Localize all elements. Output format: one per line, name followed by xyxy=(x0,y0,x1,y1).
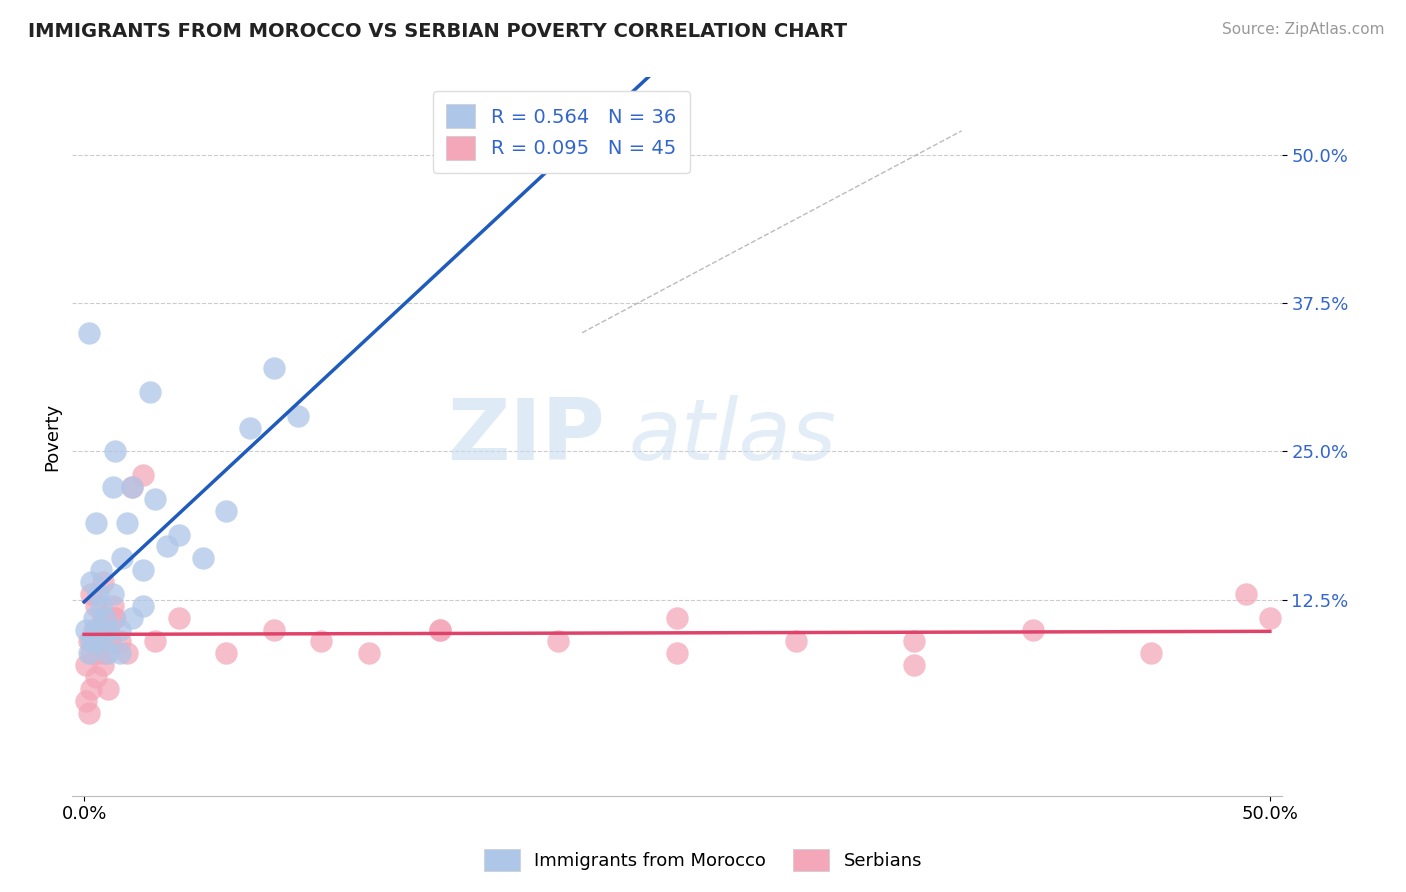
Point xyxy=(91,658,114,673)
Point xyxy=(94,610,117,624)
Point xyxy=(84,670,107,684)
Point xyxy=(80,587,103,601)
Point xyxy=(108,634,131,648)
Point xyxy=(903,658,925,673)
Point xyxy=(108,623,131,637)
Point xyxy=(77,634,100,648)
Point xyxy=(104,610,127,624)
Text: atlas: atlas xyxy=(628,395,837,478)
Point xyxy=(97,623,120,637)
Point xyxy=(111,551,134,566)
Point xyxy=(91,634,114,648)
Legend: Immigrants from Morocco, Serbians: Immigrants from Morocco, Serbians xyxy=(477,842,929,879)
Point xyxy=(191,551,214,566)
Point xyxy=(115,516,138,530)
Y-axis label: Poverty: Poverty xyxy=(44,402,60,471)
Point xyxy=(87,646,110,660)
Point xyxy=(665,610,688,624)
Point xyxy=(143,634,166,648)
Point xyxy=(101,480,124,494)
Point xyxy=(91,575,114,590)
Point xyxy=(903,634,925,648)
Point xyxy=(156,540,179,554)
Point xyxy=(287,409,309,423)
Point xyxy=(1258,610,1281,624)
Point xyxy=(84,599,107,613)
Point xyxy=(80,634,103,648)
Text: Source: ZipAtlas.com: Source: ZipAtlas.com xyxy=(1222,22,1385,37)
Point xyxy=(108,646,131,660)
Point xyxy=(139,385,162,400)
Point xyxy=(77,706,100,720)
Point xyxy=(83,623,105,637)
Point xyxy=(665,646,688,660)
Point xyxy=(80,646,103,660)
Point xyxy=(309,634,332,648)
Point xyxy=(429,623,451,637)
Point xyxy=(91,610,114,624)
Point xyxy=(75,658,97,673)
Point xyxy=(84,623,107,637)
Point xyxy=(97,623,120,637)
Point xyxy=(263,623,285,637)
Point xyxy=(1140,646,1163,660)
Point xyxy=(83,610,105,624)
Point xyxy=(263,361,285,376)
Point xyxy=(101,599,124,613)
Point xyxy=(167,610,190,624)
Point xyxy=(785,634,807,648)
Point xyxy=(90,563,112,577)
Point xyxy=(132,599,155,613)
Point xyxy=(77,326,100,340)
Point xyxy=(94,646,117,660)
Point xyxy=(215,646,238,660)
Point xyxy=(80,575,103,590)
Point xyxy=(104,444,127,458)
Point xyxy=(77,646,100,660)
Point xyxy=(97,681,120,696)
Text: IMMIGRANTS FROM MOROCCO VS SERBIAN POVERTY CORRELATION CHART: IMMIGRANTS FROM MOROCCO VS SERBIAN POVER… xyxy=(28,22,848,41)
Point xyxy=(75,694,97,708)
Point xyxy=(239,420,262,434)
Point xyxy=(121,480,143,494)
Point xyxy=(429,623,451,637)
Legend: R = 0.564   N = 36, R = 0.095   N = 45: R = 0.564 N = 36, R = 0.095 N = 45 xyxy=(433,91,690,173)
Point xyxy=(143,491,166,506)
Text: ZIP: ZIP xyxy=(447,395,605,478)
Point xyxy=(115,646,138,660)
Point xyxy=(83,634,105,648)
Point xyxy=(215,504,238,518)
Point xyxy=(84,634,107,648)
Point xyxy=(80,681,103,696)
Point xyxy=(547,634,569,648)
Point xyxy=(84,516,107,530)
Point xyxy=(75,623,97,637)
Point xyxy=(101,587,124,601)
Point xyxy=(357,646,380,660)
Point xyxy=(98,634,121,648)
Point xyxy=(132,563,155,577)
Point xyxy=(132,468,155,483)
Point xyxy=(101,610,124,624)
Point xyxy=(87,587,110,601)
Point xyxy=(1022,623,1045,637)
Point xyxy=(90,623,112,637)
Point xyxy=(121,610,143,624)
Point xyxy=(90,599,112,613)
Point xyxy=(167,527,190,541)
Point xyxy=(121,480,143,494)
Point xyxy=(97,646,120,660)
Point xyxy=(1234,587,1257,601)
